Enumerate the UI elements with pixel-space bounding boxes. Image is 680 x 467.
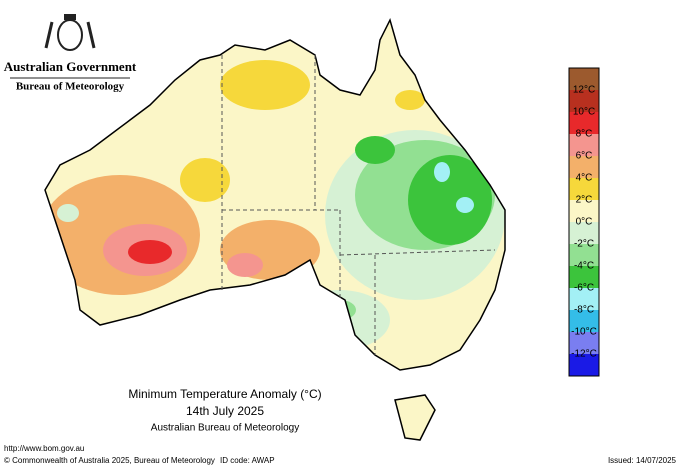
caption-title: Minimum Temperature Anomaly (°C)	[128, 387, 321, 401]
legend-label: -10°C	[571, 327, 597, 338]
legend-frame	[568, 67, 600, 377]
legend-swatch	[569, 332, 599, 354]
legend-swatch	[569, 310, 599, 332]
footer-url: http://www.bom.gov.au	[4, 444, 84, 453]
legend-swatch	[569, 90, 599, 112]
legend-label: -2°C	[574, 239, 594, 250]
footer-issued: Issued: 14/07/2025	[608, 456, 677, 465]
legend-swatch	[569, 266, 599, 288]
legend-label: 10°C	[573, 107, 595, 118]
legend-label: 4°C	[576, 173, 593, 184]
government-name: Australian Government	[4, 59, 137, 74]
coastline	[44, 17, 506, 371]
footer-id-code: ID code: AWAP	[220, 456, 275, 465]
legend-swatch	[569, 288, 599, 310]
legend-label: 2°C	[576, 195, 593, 206]
legend-label: -4°C	[574, 261, 594, 272]
legend-label: 6°C	[576, 151, 593, 162]
footer-copyright: © Commonwealth of Australia 2025, Bureau…	[4, 456, 215, 465]
legend-label: 12°C	[573, 85, 595, 96]
legend: 12°C 10°C 8°C 6°C 4°C 2°C 0°C -2°C -4°C -6°C -8°C -…	[568, 67, 600, 377]
tasmania	[394, 394, 436, 441]
legend-label: 0°C	[576, 217, 593, 228]
caption-date: 14th July 2025	[186, 404, 264, 418]
legend-label: 8°C	[576, 129, 593, 140]
legend-label: -12°C	[571, 349, 597, 360]
caption-source: Australian Bureau of Meteorology	[151, 423, 299, 434]
legend-swatch	[569, 178, 599, 200]
state-borders	[221, 55, 496, 355]
legend-swatch	[569, 156, 599, 178]
legend-label: -8°C	[574, 305, 594, 316]
legend-swatch	[569, 200, 599, 222]
legend-swatch	[569, 134, 599, 156]
legend-swatch	[569, 354, 599, 376]
legend-swatch	[569, 112, 599, 134]
legend-swatch	[569, 244, 599, 266]
legend-swatch	[569, 222, 599, 244]
legend-label: -6°C	[574, 283, 594, 294]
agency-name: Bureau of Meteorology	[16, 81, 125, 93]
legend-swatch	[569, 68, 599, 90]
emblem	[44, 14, 96, 51]
